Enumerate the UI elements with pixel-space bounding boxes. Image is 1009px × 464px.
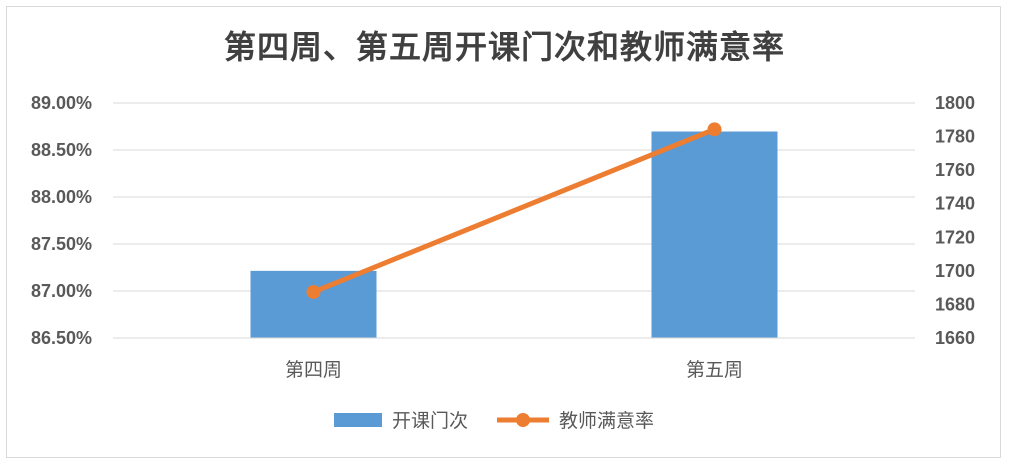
x-tick-label: 第五周 (686, 359, 743, 381)
y-right-tick-label: 1780 (935, 127, 975, 147)
y-right-tick-label: 1740 (935, 194, 975, 214)
legend-swatch-bar (334, 413, 382, 427)
bar (651, 131, 778, 338)
y-left-tick-label: 86.50% (31, 328, 92, 348)
line-series (311, 126, 717, 295)
y-right-tick-label: 1680 (935, 294, 975, 314)
y-right-tick-label: 1700 (935, 261, 975, 281)
y-left-tick-label: 87.50% (31, 234, 92, 254)
y-right-tick-label: 1720 (935, 227, 975, 247)
legend-label: 教师满意率 (559, 410, 654, 432)
legend-label: 开课门次 (392, 410, 468, 432)
y-right-tick-label: 1760 (935, 160, 975, 180)
y-left-tick-label: 88.00% (31, 187, 92, 207)
y-left-tick-label: 89.00% (31, 93, 92, 113)
y-right-tick-label: 1800 (935, 93, 975, 113)
legend-swatch-marker (516, 413, 530, 427)
chart-frame (6, 6, 1001, 458)
line-point (306, 284, 321, 299)
bar (250, 270, 377, 338)
y-right-tick-label: 1660 (935, 328, 975, 348)
chart-title: 第四周、第五周开课门次和教师满意率 (223, 28, 785, 66)
y-left-tick-label: 87.00% (31, 281, 92, 301)
y-left-tick-label: 88.50% (31, 140, 92, 160)
x-tick-label: 第四周 (285, 359, 342, 381)
line-point (707, 122, 722, 137)
